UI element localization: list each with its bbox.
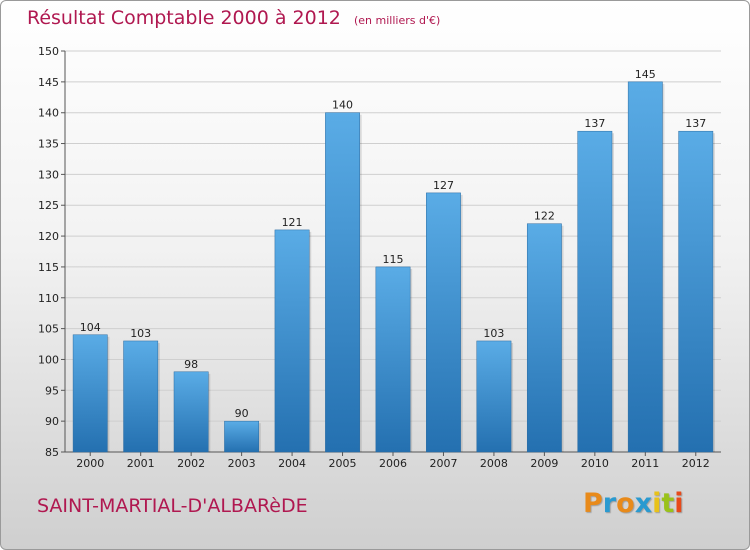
bar-2007 (426, 192, 461, 453)
data-label-2008: 103 (483, 327, 504, 340)
x-tick-label-2007: 2007 (429, 457, 457, 470)
y-tick-label: 150 (38, 45, 59, 58)
y-tick-label: 120 (38, 230, 59, 243)
proxiti-logo[interactable]: Proxiti (583, 488, 684, 519)
y-tick-label: 95 (45, 384, 59, 397)
x-tick-label-2008: 2008 (480, 457, 508, 470)
y-tick-label: 140 (38, 107, 59, 120)
bar-2000 (72, 334, 108, 453)
bar-2002 (173, 371, 209, 453)
y-tick-label: 115 (38, 261, 59, 274)
bar-2009 (526, 223, 562, 453)
data-label-2007: 127 (433, 179, 454, 192)
y-tick-label: 125 (38, 199, 59, 212)
data-label-2003: 90 (235, 407, 249, 420)
labels: 85 90 95 100 105 110 115 120 125 130 135 140 145 150 1… (38, 45, 710, 470)
data-label-2000: 104 (80, 321, 101, 334)
x-tick-label-2004: 2004 (278, 457, 306, 470)
bar-2001 (123, 340, 159, 453)
data-label-2010: 137 (584, 117, 605, 130)
bar-2005 (325, 112, 360, 453)
logo-letter: o (616, 488, 635, 519)
data-label-2002: 98 (184, 358, 198, 371)
x-tick-label-2010: 2010 (581, 457, 609, 470)
y-tick-label: 100 (38, 353, 59, 366)
chart-title: Résultat Comptable 2000 à 2012 (27, 7, 341, 29)
bar-2008 (476, 340, 512, 453)
x-tick-label-2011: 2011 (631, 457, 659, 470)
y-tick-label: 90 (45, 415, 59, 428)
commune-name: SAINT-MARTIAL-D'ALBARèDE (37, 495, 308, 517)
logo-letter: t (661, 488, 675, 519)
title-row: Résultat Comptable 2000 à 2012 (en milli… (27, 7, 440, 29)
data-label-2005: 140 (332, 99, 353, 112)
logo-letter: P (583, 488, 603, 519)
x-tick-label-2002: 2002 (177, 457, 205, 470)
x-tick-label-2012: 2012 (682, 457, 710, 470)
bars (72, 81, 715, 453)
x-tick-label-2006: 2006 (379, 457, 407, 470)
x-tick-label-2003: 2003 (228, 457, 256, 470)
bar-2003 (224, 420, 260, 453)
data-label-2012: 137 (685, 117, 706, 130)
logo-letter: x (634, 488, 653, 519)
y-tick-label: 145 (38, 76, 59, 89)
x-tick-label-2001: 2001 (127, 457, 155, 470)
chart-subtitle: (en milliers d'€) (353, 14, 441, 27)
y-tick-label: 130 (38, 168, 59, 181)
x-tick-label-2000: 2000 (76, 457, 104, 470)
bar-2006 (375, 266, 411, 453)
data-label-2011: 145 (635, 68, 656, 81)
x-tick-label-2005: 2005 (329, 457, 357, 470)
y-tick-label: 110 (38, 292, 59, 305)
data-label-2006: 115 (383, 253, 404, 266)
logo-letter: i (674, 488, 684, 519)
data-label-2001: 103 (130, 327, 151, 340)
y-tick-label: 135 (38, 138, 59, 151)
y-tick-label: 85 (45, 446, 59, 459)
bar-2010 (577, 130, 613, 453)
data-label-2004: 121 (282, 216, 303, 229)
y-tick-label: 105 (38, 323, 59, 336)
logo-letter: r (602, 488, 617, 519)
x-tick-label-2009: 2009 (530, 457, 558, 470)
logo-letter: i (652, 488, 662, 519)
data-label-2009: 122 (534, 210, 555, 223)
bar-2012 (678, 130, 714, 453)
bar-2004 (274, 229, 310, 453)
bar-2011 (627, 81, 663, 453)
